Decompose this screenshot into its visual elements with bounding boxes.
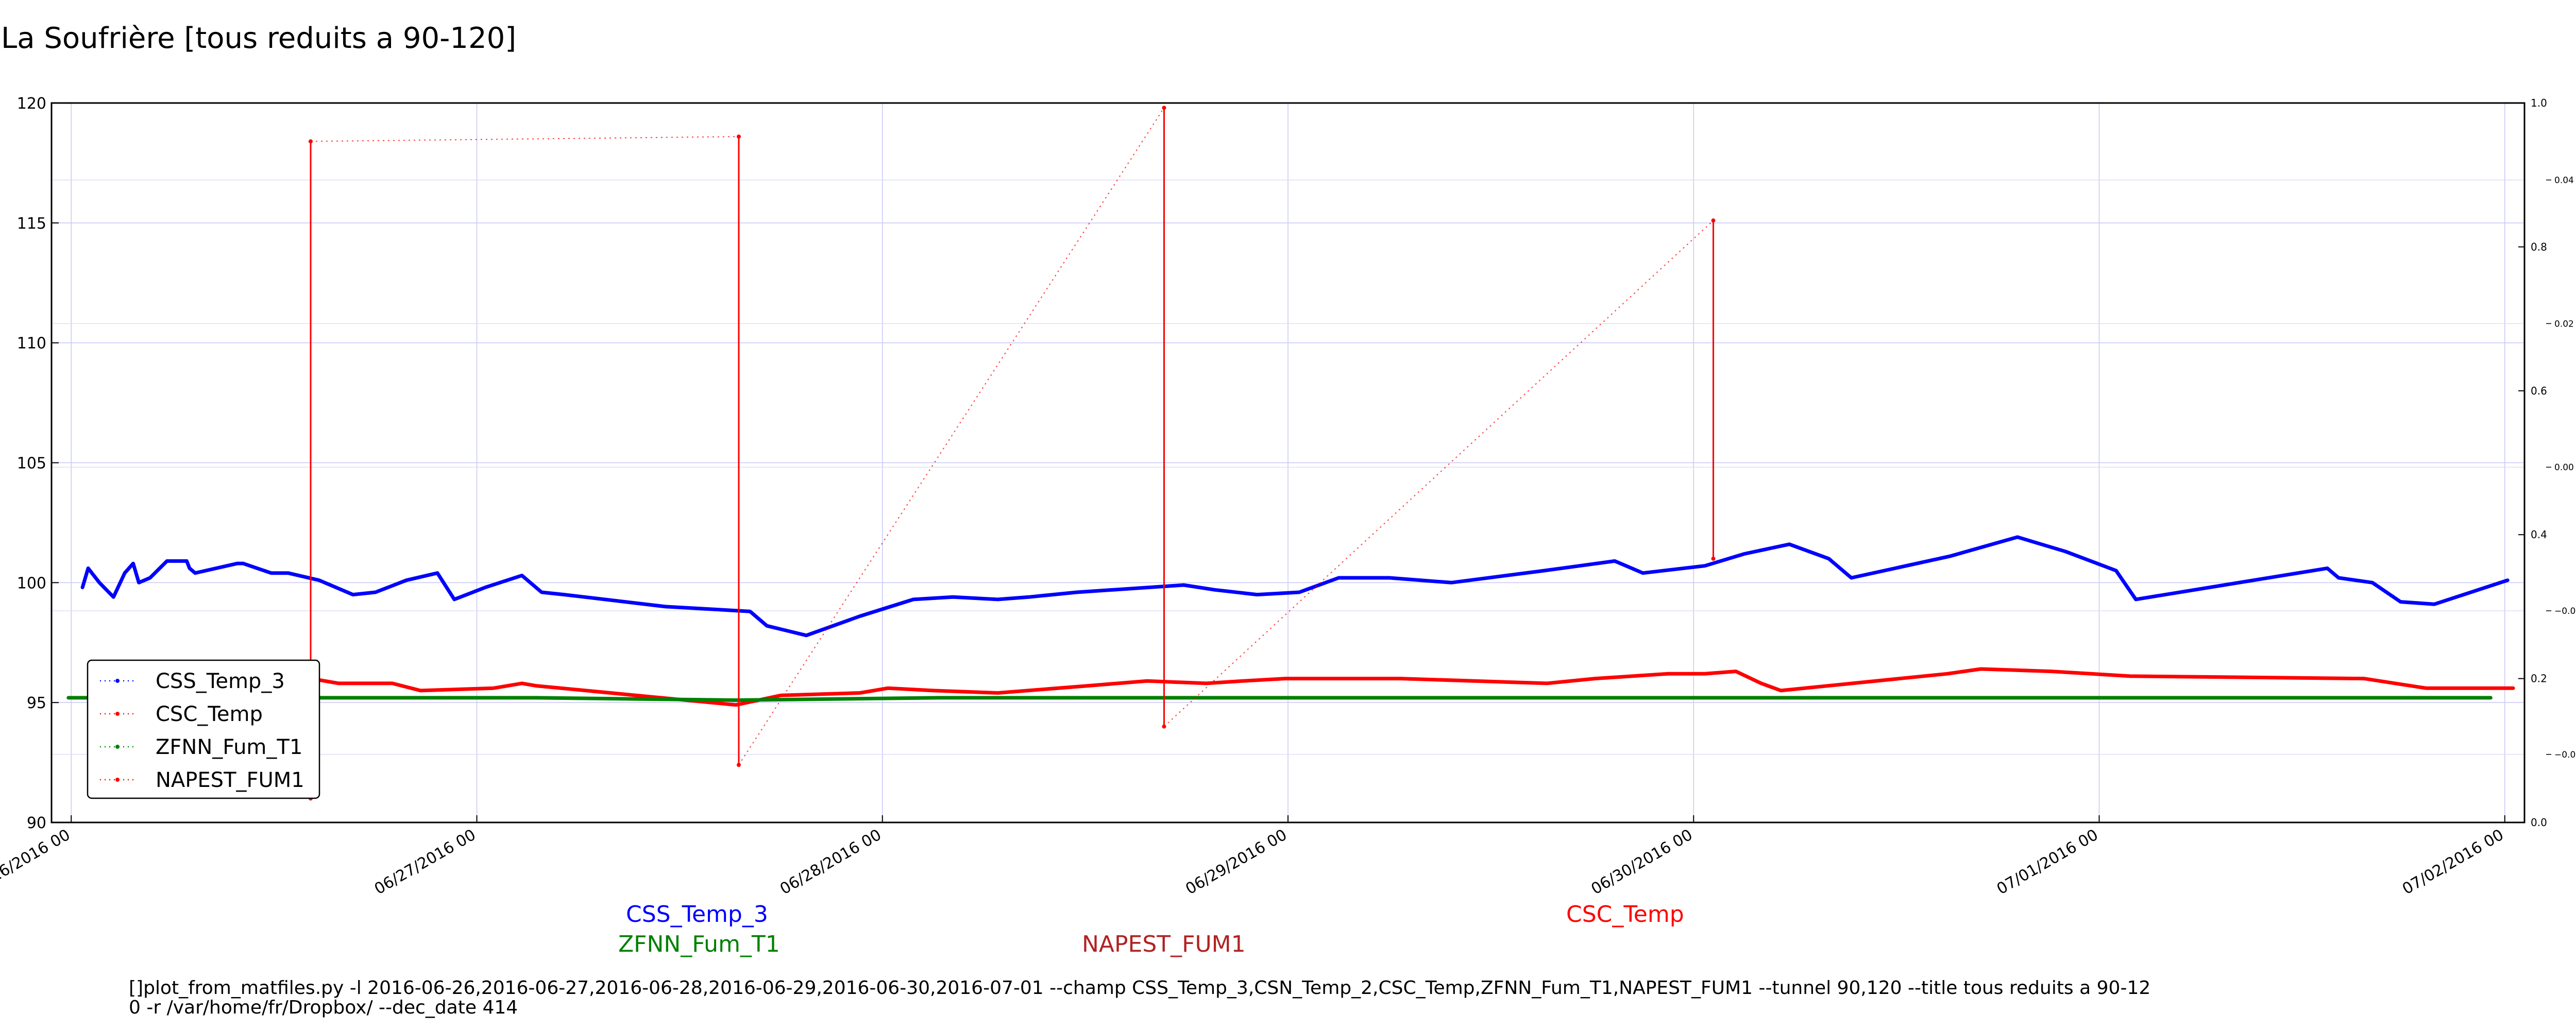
- caption-csc-temp: CSC_Temp: [1566, 901, 1684, 928]
- legend: CSS_Temp_3 CSC_Temp ZFNN_Fum_T1 NAPEST_FUM1: [87, 659, 320, 799]
- series-napest-fum1-connector: [1163, 220, 1714, 727]
- legend-marker-zfnn-fum-t1: [115, 745, 120, 749]
- inner-tick-label: −0.02: [2554, 606, 2576, 616]
- x-tick-label: 06/28/2016 00: [777, 826, 885, 899]
- x-tick-label: 06/29/2016 00: [1182, 826, 1290, 899]
- caption-css-temp-3: CSS_Temp_3: [626, 901, 768, 928]
- legend-marker-css-temp-3: [115, 679, 120, 683]
- right-tick-label: 0.2: [2531, 673, 2547, 685]
- right-tick-label: 0.4: [2531, 528, 2547, 541]
- x-tick-label: 06/30/2016 00: [1588, 826, 1696, 899]
- y-tick-label: 120: [17, 95, 46, 113]
- legend-box: [87, 659, 320, 799]
- legend-label-css-temp-3: CSS_Temp_3: [156, 670, 285, 693]
- y-tick-label: 100: [17, 574, 46, 592]
- x-tick-label: 06/26/2016 00: [0, 826, 73, 899]
- y-tick-label: 115: [17, 215, 46, 233]
- series-napest-fum1-connector: [738, 107, 1165, 765]
- caption-napest-fum1: NAPEST_FUM1: [1082, 931, 1246, 957]
- grid-layer: [52, 102, 2524, 823]
- inner-tick-label: 0.00: [2554, 462, 2574, 473]
- x-tick-label: 07/01/2016 00: [1994, 826, 2102, 899]
- command-line-2: 0 -r /var/home/fr/Dropbox/ --dec_date 41…: [129, 997, 518, 1018]
- right-tick-label: 1.0: [2531, 97, 2547, 109]
- y-tick-label: 95: [27, 694, 46, 712]
- y-tick-label: 90: [27, 814, 46, 832]
- series-napest-fum1-point: [1162, 106, 1166, 110]
- legend-marker-csc-temp: [115, 712, 120, 716]
- legend-marker-napest-fum1: [115, 778, 120, 782]
- series-napest-fum1-point: [1711, 556, 1716, 561]
- series-napest-fum1-point: [1711, 218, 1716, 223]
- right-tick-label: 0.8: [2531, 241, 2547, 253]
- inner-tick-label: 0.02: [2554, 319, 2574, 329]
- series-zfnn-fum-t1-line: [66, 696, 2493, 702]
- chart-title: La Soufrière [tous reduits a 90-120]: [1, 22, 517, 55]
- series-layer: [66, 106, 2515, 801]
- inner-tick-label: −0.04: [2554, 750, 2576, 760]
- series-csc-temp-line: [309, 667, 2515, 707]
- y-tick-label: 105: [17, 455, 46, 473]
- series-napest-fum1-connector: [310, 136, 739, 142]
- legend-label-zfnn-fum-t1: ZFNN_Fum_T1: [156, 735, 302, 759]
- caption-zfnn-fum-t1: ZFNN_Fum_T1: [618, 931, 780, 957]
- x-tick-label: 06/27/2016 00: [371, 826, 479, 899]
- x-tick-label: 07/02/2016 00: [2399, 826, 2507, 899]
- series-css-temp-3-line: [80, 535, 2510, 638]
- legend-label-napest-fum1: NAPEST_FUM1: [156, 768, 304, 792]
- right-tick-label: 0.0: [2531, 816, 2547, 829]
- command-line-1: []plot_from_matfiles.py -l 2016-06-26,20…: [129, 977, 2151, 999]
- right-tick-label: 0.6: [2531, 385, 2547, 397]
- inner-tick-label: 0.04: [2554, 175, 2574, 185]
- legend-label-csc-temp: CSC_Temp: [156, 702, 263, 726]
- y-tick-label: 110: [17, 335, 46, 353]
